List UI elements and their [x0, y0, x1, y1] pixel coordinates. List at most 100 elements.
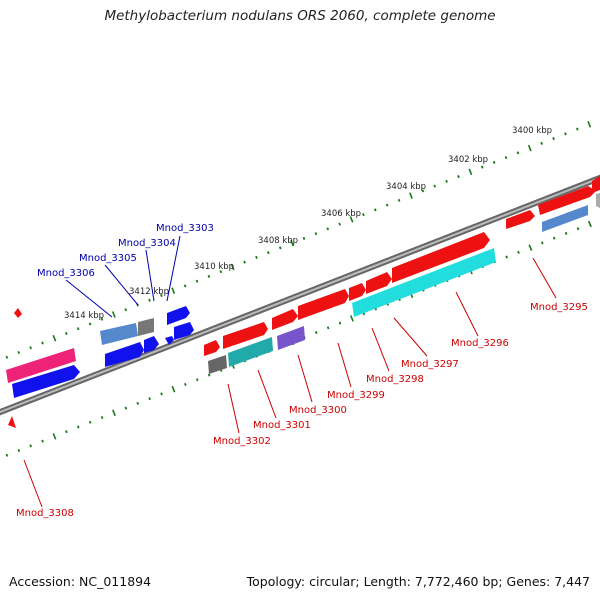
scale-tick — [230, 263, 235, 271]
scale-tick — [41, 439, 44, 443]
scale-tick — [517, 250, 520, 254]
scale-tick — [184, 382, 187, 387]
kbp-label: 3404 kbp — [386, 182, 426, 192]
gene-feature[interactable] — [277, 326, 305, 350]
scale-tick — [64, 331, 68, 336]
scale-tick — [160, 293, 163, 297]
scale-tick — [183, 284, 187, 288]
gene-feature[interactable] — [272, 309, 298, 330]
kbp-label: 3402 kbp — [448, 155, 488, 165]
kbp-label: 3410 kbp — [194, 262, 234, 272]
scale-tick — [148, 397, 151, 401]
gene-feature[interactable] — [542, 205, 588, 232]
kbp-label: 3414 kbp — [64, 311, 104, 321]
scale-tick — [480, 165, 484, 169]
inner-strand-genes — [8, 193, 600, 428]
outer-leader-lines — [65, 235, 181, 318]
scale-tick — [527, 144, 532, 152]
gene-feature[interactable] — [366, 272, 392, 294]
scale-tick — [5, 355, 9, 359]
gene-label: Mnod_3304 — [118, 238, 176, 249]
gene-label: Mnod_3303 — [156, 223, 214, 234]
gene-feature[interactable] — [298, 289, 349, 320]
scale-tick — [457, 175, 460, 179]
gene-feature[interactable] — [592, 176, 600, 193]
scale-tick — [302, 236, 306, 240]
scale-tick — [385, 203, 389, 207]
kbp-label: 3408 kbp — [258, 236, 298, 246]
scale-tick — [433, 184, 437, 188]
scale-tick — [136, 401, 140, 405]
gene-feature[interactable] — [167, 306, 190, 325]
scale-tick — [112, 409, 116, 417]
gene-feature[interactable] — [138, 318, 154, 336]
gene-feature[interactable] — [352, 248, 496, 317]
scale-tick — [576, 127, 579, 131]
gene-feature[interactable] — [228, 337, 273, 367]
gene-feature[interactable] — [538, 186, 596, 215]
scale-tick — [148, 298, 151, 302]
scale-tick — [76, 327, 80, 331]
scale-tick — [338, 321, 342, 325]
gene-feature[interactable] — [392, 232, 490, 283]
gene-feature[interactable] — [6, 348, 76, 383]
kbp-label: 3400 kbp — [512, 126, 552, 136]
gene-feature[interactable] — [12, 365, 80, 398]
gene-feature[interactable] — [14, 308, 22, 318]
gene-label: Mnod_3302 — [213, 436, 271, 447]
gene-feature[interactable] — [349, 283, 366, 301]
scale-tick — [492, 160, 496, 164]
scale-tick — [373, 208, 377, 212]
scale-tick — [540, 241, 544, 245]
scale-tick — [29, 444, 33, 448]
topology-text: Topology: circular; Length: 7,772,460 bp… — [246, 574, 590, 589]
gene-label: Mnod_3298 — [366, 374, 424, 385]
scale-tick — [505, 255, 508, 259]
scale-tick — [564, 231, 568, 235]
gene-feature[interactable] — [223, 322, 268, 349]
scale-tick — [576, 227, 580, 231]
gene-label: Mnod_3308 — [16, 508, 74, 519]
gene-feature[interactable] — [165, 336, 174, 345]
scale-tick — [52, 334, 57, 342]
scale-tick — [255, 255, 258, 259]
scale-tick — [171, 385, 176, 393]
map-title: Methylobacterium nodulans ORS 2060, comp… — [104, 8, 496, 24]
gene-feature[interactable] — [596, 193, 600, 208]
scale-tick — [552, 236, 556, 240]
scale-tick — [207, 274, 211, 278]
scale-tick — [29, 346, 32, 350]
scale-tick — [267, 251, 270, 255]
scale-tick — [504, 156, 508, 160]
gene-feature[interactable] — [144, 336, 159, 353]
scale-tick — [219, 270, 223, 274]
gene-feature[interactable] — [174, 322, 194, 340]
scale-tick — [552, 137, 555, 141]
gene-feature[interactable] — [204, 340, 220, 356]
gene-label: Mnod_3305 — [79, 253, 137, 264]
scale-tick — [290, 239, 295, 247]
scale-tick — [421, 189, 425, 193]
scale-tick — [111, 311, 116, 318]
scale-tick — [314, 331, 318, 335]
scale-tick — [278, 246, 282, 250]
gene-feature[interactable] — [506, 210, 535, 229]
gene-label: Mnod_3300 — [289, 405, 347, 416]
scale-tick — [587, 121, 592, 128]
scale-tick — [195, 279, 199, 283]
gene-feature[interactable] — [105, 342, 144, 367]
gene-label: Mnod_3301 — [253, 420, 311, 431]
kbp-label: 3406 kbp — [321, 209, 361, 219]
gene-label: Mnod_3306 — [37, 268, 95, 279]
gene-feature[interactable] — [208, 355, 227, 374]
gene-label: Mnod_3299 — [327, 390, 385, 401]
scale-tick — [540, 141, 544, 145]
scale-tick — [349, 216, 354, 223]
gene-feature[interactable] — [8, 416, 16, 428]
scale-tick — [516, 151, 520, 155]
scale-tick — [160, 392, 163, 396]
gene-feature[interactable] — [100, 323, 138, 345]
scale-tick — [350, 315, 354, 322]
scale-tick — [124, 406, 128, 410]
